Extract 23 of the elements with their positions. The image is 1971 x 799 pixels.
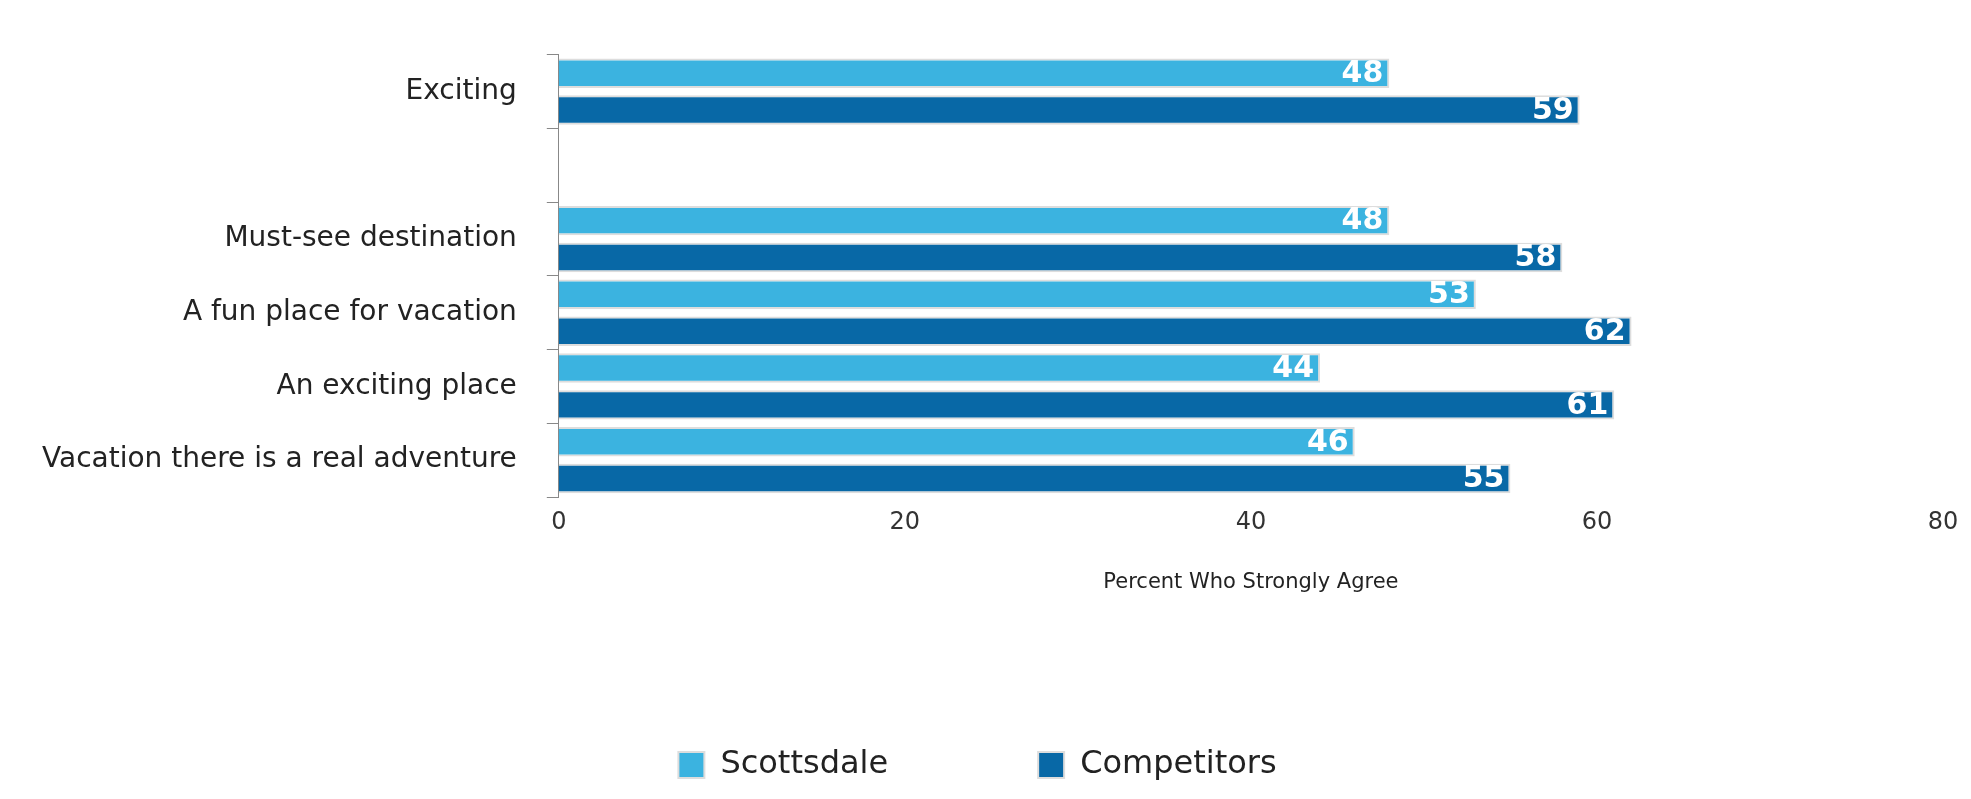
x-axis-title: Percent Who Strongly Agree — [1103, 568, 1399, 593]
y-tick-label: Exciting — [405, 72, 517, 106]
x-tick-label: 40 — [1235, 506, 1267, 535]
y-tick-label: Must-see destination — [224, 220, 517, 254]
x-tick-label: 0 — [551, 506, 567, 535]
legend-label: Competitors — [1080, 743, 1277, 782]
x-tick-label: 60 — [1581, 506, 1613, 535]
data-label: 46 — [1306, 422, 1349, 458]
x-tick-label: 80 — [1927, 506, 1959, 535]
data-label: 53 — [1428, 275, 1470, 311]
legend-label: Scottsdale — [720, 743, 889, 782]
data-label: 62 — [1583, 311, 1626, 347]
data-label: 44 — [1272, 348, 1315, 384]
data-label: 48 — [1341, 54, 1384, 90]
data-label: 48 — [1341, 201, 1384, 237]
x-tick-label: 20 — [889, 506, 921, 535]
data-label: 58 — [1514, 238, 1557, 274]
y-tick-label: A fun place for vacation — [182, 294, 517, 328]
data-label: 61 — [1566, 385, 1609, 421]
y-tick-label: Vacation there is a real adventure — [42, 441, 517, 475]
data-label: 55 — [1462, 459, 1505, 495]
y-tick-label: An exciting place — [276, 367, 517, 401]
data-label: 59 — [1531, 90, 1574, 126]
